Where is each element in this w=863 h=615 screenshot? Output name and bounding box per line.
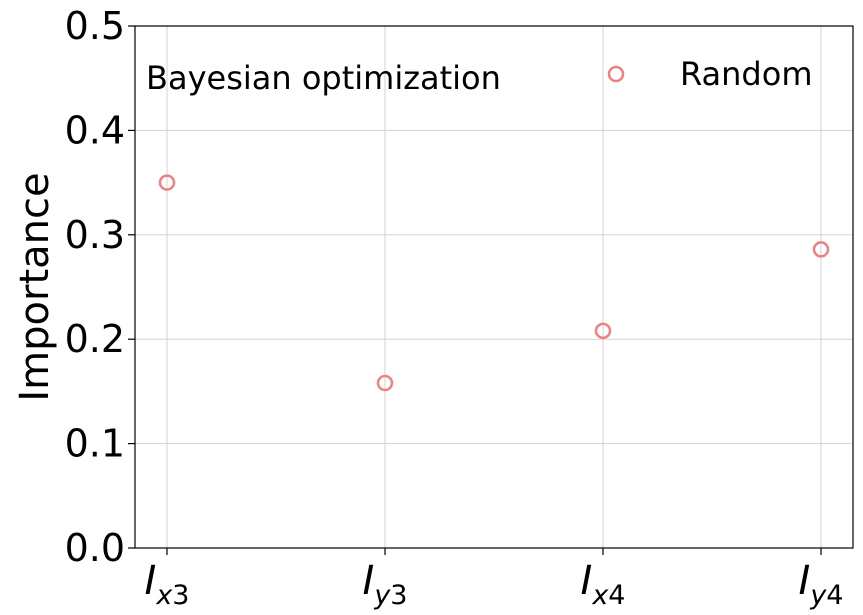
- legend: Random: [607, 55, 812, 93]
- grid: [135, 25, 853, 549]
- x-tick-label: Iy3: [363, 558, 408, 611]
- plot-frame: [134, 25, 854, 549]
- x-axis: Ix3 Iy3 Ix4 Iy4: [145, 548, 844, 611]
- data-point: [812, 241, 830, 258]
- x-tick-label: Iy4: [799, 558, 844, 611]
- legend-marker: [607, 65, 625, 83]
- annotation-text: Bayesian optimization: [146, 59, 501, 97]
- y-tick-label: 0.1: [65, 422, 125, 466]
- data-points: [158, 174, 830, 392]
- y-axis-label: Importance: [12, 172, 58, 401]
- y-axis: 0.0 0.1 0.2 0.3 0.4 0.5: [65, 4, 135, 570]
- y-tick-label: 0.4: [65, 108, 125, 152]
- x-tick-label: Ix3: [145, 558, 190, 611]
- y-tick-label: 0.3: [65, 213, 125, 257]
- y-tick-label: 0.2: [65, 317, 125, 361]
- legend-label: Random: [680, 55, 812, 93]
- y-tick-label: 0.5: [65, 4, 125, 48]
- y-tick-label: 0.0: [65, 526, 125, 570]
- data-point: [376, 374, 394, 392]
- x-tick-label: Ix4: [581, 558, 626, 611]
- data-point: [158, 174, 176, 191]
- data-point: [594, 322, 612, 340]
